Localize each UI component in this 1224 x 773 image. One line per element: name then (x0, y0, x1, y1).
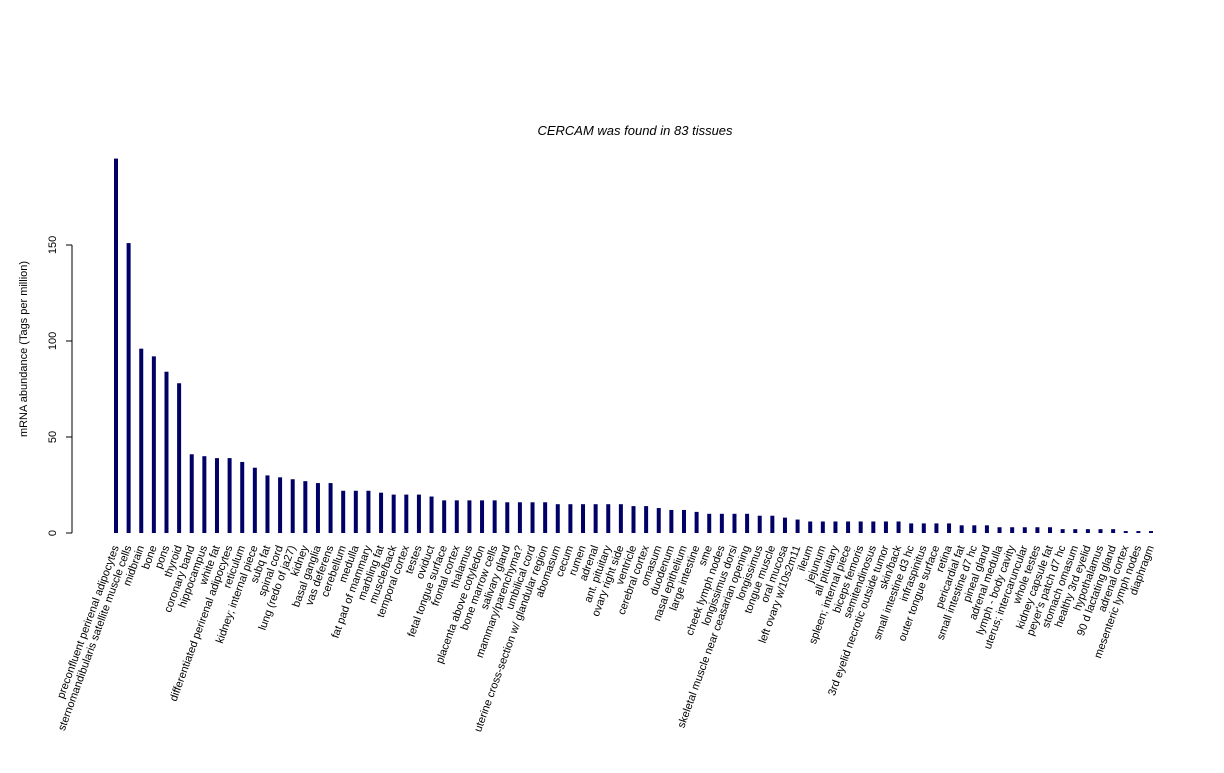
bar (1035, 527, 1040, 533)
bar (694, 511, 699, 533)
bar (530, 502, 535, 533)
bar (341, 490, 346, 533)
bar (606, 504, 611, 533)
bar (214, 458, 219, 533)
bar (669, 509, 674, 533)
bar (1123, 531, 1128, 533)
x-tick-label: preconfluent perirenal adipocytes (55, 543, 122, 700)
bar (858, 521, 863, 533)
bar (480, 500, 485, 533)
bar (984, 525, 989, 533)
bar (1085, 529, 1090, 533)
bar (404, 494, 409, 533)
bar (1022, 527, 1027, 533)
bar (278, 477, 283, 533)
bar (315, 483, 320, 533)
bar (820, 521, 825, 533)
bar (164, 371, 169, 533)
bar (391, 494, 396, 533)
bar (1098, 529, 1103, 533)
bar (1111, 529, 1116, 533)
bar (1048, 527, 1053, 533)
bar (290, 479, 295, 533)
bar (353, 490, 358, 533)
bar (177, 383, 182, 533)
bar (303, 481, 308, 533)
chart-title: CERCAM was found in 83 tissues (537, 123, 733, 138)
y-tick-label: 100 (47, 332, 59, 350)
bar (745, 513, 750, 533)
bar (795, 519, 800, 533)
bar (934, 523, 939, 533)
bar (972, 525, 977, 533)
bar (909, 523, 914, 533)
bar (947, 523, 952, 533)
bar (555, 504, 560, 533)
y-tick-label: 50 (47, 431, 59, 443)
bar (732, 513, 737, 533)
bar (543, 502, 548, 533)
bar (770, 515, 775, 533)
bar (707, 513, 712, 533)
x-tick-label: sternomandibularis satellite muscle cell… (56, 543, 135, 732)
bar (517, 502, 522, 533)
bar (1010, 527, 1015, 533)
bar (757, 515, 762, 533)
bar (139, 348, 144, 533)
bar (379, 492, 384, 533)
bar (366, 490, 371, 533)
bar (581, 504, 586, 533)
bar (265, 475, 270, 533)
bar (1060, 529, 1065, 533)
bar (719, 513, 724, 533)
bar (846, 521, 851, 533)
bar (883, 521, 888, 533)
bar (442, 500, 447, 533)
bar (681, 509, 686, 533)
y-tick-label: 150 (47, 236, 59, 254)
bar (467, 500, 472, 533)
bar (454, 500, 459, 533)
bar (593, 504, 598, 533)
bar (782, 517, 787, 533)
bar (151, 356, 156, 533)
bar (896, 521, 901, 533)
bar (114, 158, 118, 533)
bar (568, 504, 573, 533)
bar (871, 521, 876, 533)
bar (1136, 531, 1141, 533)
bar (808, 521, 813, 533)
bar (1073, 529, 1078, 533)
bar (252, 467, 257, 533)
bar (833, 521, 838, 533)
bar (429, 496, 434, 533)
bar (189, 454, 194, 533)
bar (492, 500, 497, 533)
bar (227, 458, 232, 533)
bar (656, 508, 661, 533)
bar (328, 483, 333, 533)
bar (240, 461, 245, 533)
y-tick-label: 0 (47, 530, 59, 536)
bar (416, 494, 421, 533)
bar (959, 525, 964, 533)
bar (921, 523, 926, 533)
bar (631, 506, 636, 533)
bar (202, 456, 207, 533)
y-axis-label: mRNA abundance (Tags per million) (18, 261, 30, 437)
bar (1149, 531, 1153, 533)
bar (644, 506, 649, 533)
bar (126, 243, 131, 533)
bar (505, 502, 510, 533)
bar (618, 504, 623, 533)
bar (997, 527, 1002, 533)
